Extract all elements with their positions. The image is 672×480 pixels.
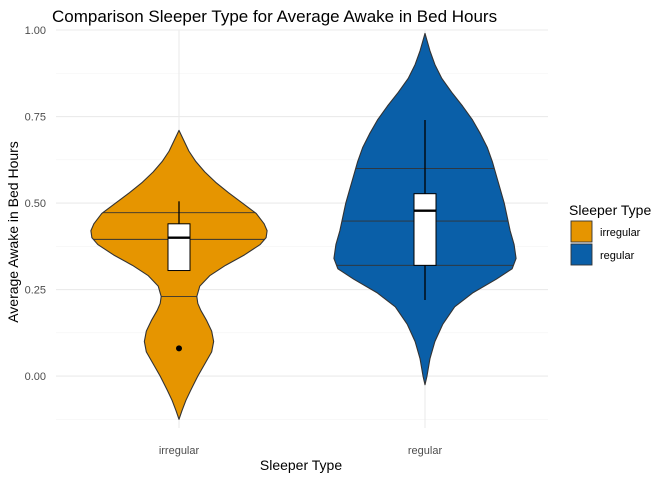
legend-title: Sleeper Type <box>569 202 651 218</box>
x-axis-ticks: irregular regular <box>159 445 443 457</box>
violin-irregular <box>90 129 268 420</box>
chart-title: Comparison Sleeper Type for Average Awak… <box>52 7 497 26</box>
y-axis-ticks: 0.00 0.25 0.50 0.75 1.00 <box>25 25 46 383</box>
box-iqr <box>413 193 437 266</box>
outlier-point <box>176 345 182 352</box>
y-tick-label: 1.00 <box>25 25 46 37</box>
violin-group-regular <box>333 32 517 386</box>
y-tick-label: 0.00 <box>25 371 46 383</box>
legend-label-regular: regular <box>600 250 635 262</box>
legend: Sleeper Type irregular regular <box>569 202 651 266</box>
violin-group-irregular <box>90 129 268 420</box>
x-tick-label-regular: regular <box>408 445 443 457</box>
y-tick-label: 0.50 <box>25 198 46 210</box>
y-tick-label: 0.25 <box>25 285 46 297</box>
legend-key-regular <box>570 243 593 266</box>
y-axis-label: Average Awake in Bed Hours <box>5 141 21 323</box>
y-tick-label: 0.75 <box>25 112 46 124</box>
box-iqr <box>167 223 191 272</box>
x-tick-label-irregular: irregular <box>159 445 200 457</box>
violins <box>90 32 517 420</box>
legend-key-irregular <box>570 220 593 243</box>
legend-label-irregular: irregular <box>600 227 641 239</box>
x-axis-label: Sleeper Type <box>260 457 342 473</box>
